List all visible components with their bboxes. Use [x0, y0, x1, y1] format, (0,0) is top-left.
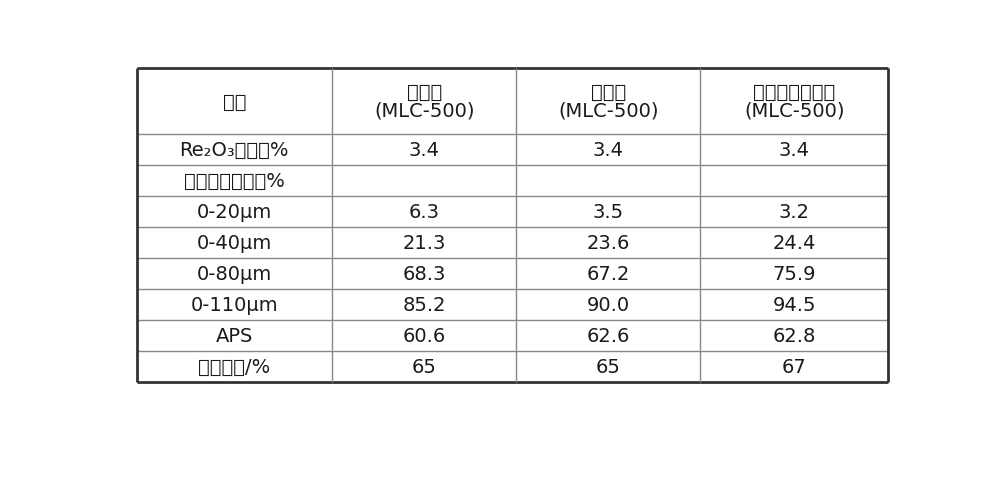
Text: 微反活性/%: 微反活性/% — [198, 357, 270, 376]
Bar — [137, 69, 888, 382]
Text: 0-80μm: 0-80μm — [197, 264, 272, 283]
Text: 21.3: 21.3 — [402, 233, 446, 252]
Text: (MLC-500): (MLC-500) — [374, 102, 474, 121]
Text: 工业运转平衡剂: 工业运转平衡剂 — [753, 83, 836, 102]
Text: 3.4: 3.4 — [593, 140, 624, 159]
Text: Re₂O₃，重量%: Re₂O₃，重量% — [180, 140, 289, 159]
Text: 3.5: 3.5 — [593, 202, 624, 221]
Text: 项目: 项目 — [223, 92, 246, 111]
Text: 对比例: 对比例 — [407, 83, 442, 102]
Text: 67.2: 67.2 — [587, 264, 630, 283]
Text: 65: 65 — [596, 357, 621, 376]
Text: (MLC-500): (MLC-500) — [558, 102, 659, 121]
Text: 筛分体积分数，%: 筛分体积分数，% — [184, 171, 285, 190]
Text: 62.6: 62.6 — [587, 326, 630, 345]
Text: 0-20μm: 0-20μm — [197, 202, 272, 221]
Text: (MLC-500): (MLC-500) — [744, 102, 845, 121]
Text: 65: 65 — [412, 357, 437, 376]
Text: 85.2: 85.2 — [402, 295, 446, 314]
Text: 24.4: 24.4 — [773, 233, 816, 252]
Text: 90.0: 90.0 — [587, 295, 630, 314]
Text: 62.8: 62.8 — [773, 326, 816, 345]
Text: 实施例: 实施例 — [591, 83, 626, 102]
Text: 60.6: 60.6 — [403, 326, 446, 345]
Text: 23.6: 23.6 — [587, 233, 630, 252]
Text: 3.4: 3.4 — [409, 140, 440, 159]
Text: 68.3: 68.3 — [402, 264, 446, 283]
Text: 94.5: 94.5 — [773, 295, 816, 314]
Text: 67: 67 — [782, 357, 807, 376]
Text: 75.9: 75.9 — [773, 264, 816, 283]
Text: 0-110μm: 0-110μm — [191, 295, 278, 314]
Text: 3.4: 3.4 — [779, 140, 810, 159]
Text: 0-40μm: 0-40μm — [197, 233, 272, 252]
Text: 6.3: 6.3 — [409, 202, 440, 221]
Text: 3.2: 3.2 — [779, 202, 810, 221]
Text: APS: APS — [216, 326, 253, 345]
